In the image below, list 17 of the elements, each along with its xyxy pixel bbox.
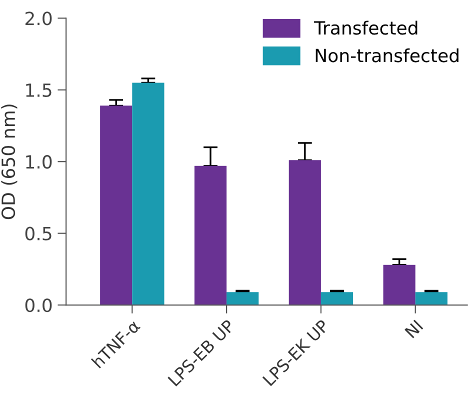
y-tick-label: 2.0 — [25, 12, 52, 26]
y-tick-label: 1.0 — [26, 155, 52, 169]
bar — [383, 264, 416, 306]
y-tick-label: 0.0 — [25, 298, 52, 312]
legend-label: Non-transfected — [316, 48, 458, 62]
bar — [415, 292, 448, 306]
bar — [320, 292, 354, 306]
y-tick-label: 1.5 — [26, 84, 52, 98]
y-tick-label: 0.5 — [25, 226, 52, 240]
bar — [100, 106, 132, 306]
y-axis-title: OD (650 nm) — [1, 104, 18, 220]
bar — [194, 166, 227, 306]
legend-label: Transfected — [314, 20, 418, 35]
bar — [288, 160, 321, 306]
bar — [132, 82, 164, 306]
bar — [226, 292, 259, 306]
x-tick-label: NI — [404, 320, 424, 338]
